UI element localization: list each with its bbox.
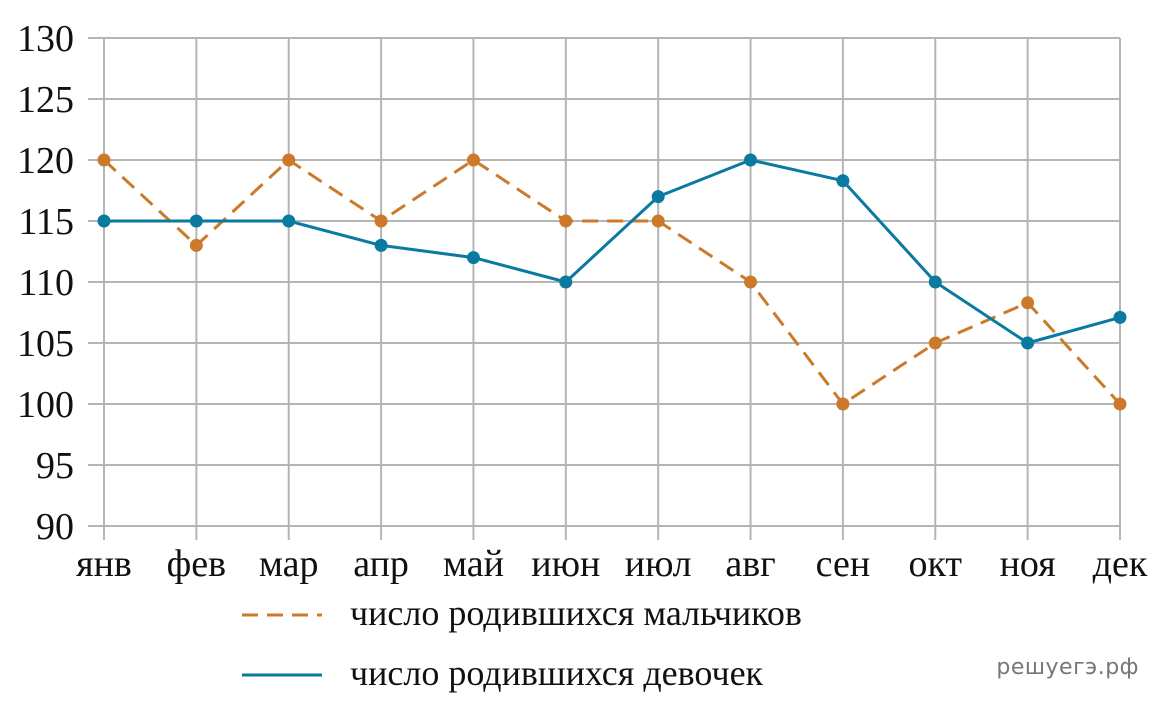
data-point bbox=[651, 214, 665, 228]
legend-label: число родившихся девочек bbox=[350, 653, 764, 693]
grid bbox=[88, 37, 1121, 540]
data-point bbox=[836, 397, 850, 411]
y-tick-label: 95 bbox=[36, 445, 74, 487]
data-point bbox=[374, 238, 388, 252]
x-tick-label: дек bbox=[1093, 543, 1148, 585]
x-tick-label: фев bbox=[167, 543, 226, 585]
data-point bbox=[189, 214, 203, 228]
legend: число родившихся мальчиков число родивших… bbox=[242, 593, 802, 693]
watermark: решуегэ.рф bbox=[996, 655, 1139, 680]
series-layer bbox=[97, 153, 1127, 411]
data-point bbox=[374, 214, 388, 228]
x-tick-label: май bbox=[443, 543, 504, 585]
data-point bbox=[466, 153, 480, 167]
data-point bbox=[744, 153, 758, 167]
x-axis-ticks: янв фев мар апр май июн июл авг сен окт ноя дек bbox=[76, 543, 1148, 585]
y-tick-label: 105 bbox=[17, 323, 74, 365]
y-tick-label: 130 bbox=[17, 18, 74, 60]
x-tick-label: ноя bbox=[1000, 543, 1056, 585]
y-tick-label: 110 bbox=[18, 262, 74, 304]
y-tick-label: 100 bbox=[17, 384, 74, 426]
data-point bbox=[466, 251, 480, 265]
data-point bbox=[928, 275, 942, 289]
data-point bbox=[189, 238, 203, 252]
y-tick-label: 120 bbox=[17, 140, 74, 182]
series-0 bbox=[97, 153, 1127, 411]
data-point bbox=[282, 214, 296, 228]
y-axis-ticks: 90 95 100 105 110 115 120 125 130 bbox=[17, 18, 74, 548]
data-point bbox=[1113, 397, 1127, 411]
x-tick-label: июл bbox=[625, 543, 692, 585]
legend-label: число родившихся мальчиков bbox=[350, 593, 802, 633]
data-point bbox=[1021, 296, 1035, 310]
x-tick-label: сен bbox=[816, 543, 871, 585]
x-tick-label: июн bbox=[531, 543, 600, 585]
data-point bbox=[559, 275, 573, 289]
x-tick-label: авг bbox=[725, 543, 775, 585]
x-tick-label: янв bbox=[76, 543, 132, 585]
series-line bbox=[104, 158, 1121, 345]
series-line bbox=[102, 158, 1122, 406]
data-point bbox=[744, 275, 758, 289]
y-tick-label: 90 bbox=[36, 506, 74, 548]
data-point bbox=[559, 214, 573, 228]
data-point bbox=[282, 153, 296, 167]
data-point bbox=[97, 214, 111, 228]
x-tick-label: мар bbox=[259, 543, 319, 585]
y-tick-label: 115 bbox=[18, 201, 74, 243]
data-point bbox=[928, 336, 942, 350]
y-tick-label: 125 bbox=[17, 79, 74, 121]
series-1 bbox=[97, 153, 1127, 350]
x-tick-label: окт bbox=[908, 543, 962, 585]
x-tick-label: апр bbox=[353, 543, 409, 585]
data-point bbox=[836, 174, 850, 188]
data-point bbox=[97, 153, 111, 167]
data-point bbox=[1021, 336, 1035, 350]
data-point bbox=[1113, 310, 1127, 324]
data-point bbox=[651, 190, 665, 204]
